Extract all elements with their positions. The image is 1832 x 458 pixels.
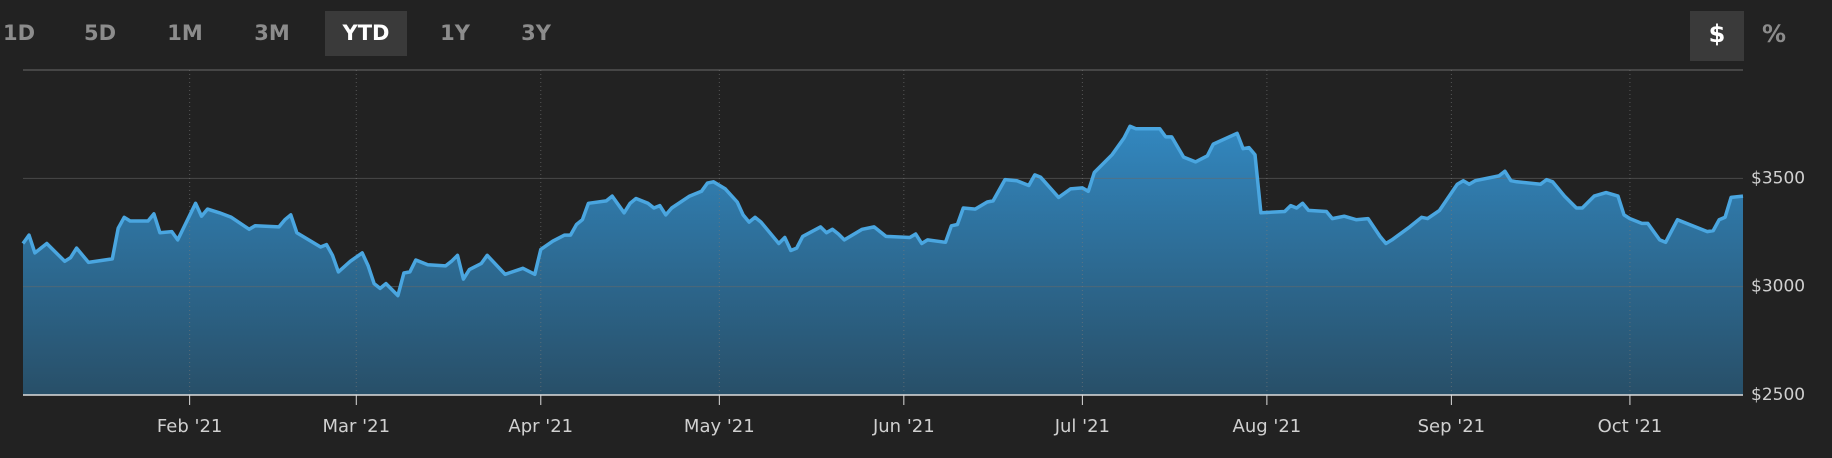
x-tick-label: May '21: [684, 416, 755, 437]
unit-toggle[interactable]: %: [1762, 20, 1786, 48]
range-tab[interactable]: 5D: [84, 21, 116, 45]
tab-active-bg: [325, 11, 407, 56]
x-tick-label: Mar '21: [323, 416, 391, 437]
price-area: [23, 126, 1743, 396]
range-tab[interactable]: 1D: [3, 21, 35, 45]
y-tick-label: $3500: [1751, 168, 1805, 188]
y-tick-label: $3000: [1751, 277, 1805, 297]
x-tick-label: Apr '21: [508, 416, 573, 437]
range-tab[interactable]: YTD: [342, 21, 390, 45]
y-tick-label: $2500: [1751, 385, 1805, 405]
x-tick-label: Jun '21: [872, 416, 935, 437]
x-tick-label: Sep '21: [1418, 416, 1486, 437]
x-tick-label: Aug '21: [1233, 416, 1302, 437]
range-tab[interactable]: 3Y: [521, 21, 552, 45]
range-tab[interactable]: 3M: [254, 21, 290, 45]
x-tick-label: Feb '21: [157, 416, 222, 437]
range-tab[interactable]: 1M: [167, 21, 203, 45]
x-tick-label: Oct '21: [1598, 416, 1663, 437]
unit-toggle[interactable]: $: [1709, 20, 1726, 48]
price-line: [21, 124, 1744, 298]
range-tab[interactable]: 1Y: [440, 21, 471, 45]
toggle-active-bg: [1690, 11, 1744, 61]
x-tick-label: Jul '21: [1054, 416, 1110, 437]
